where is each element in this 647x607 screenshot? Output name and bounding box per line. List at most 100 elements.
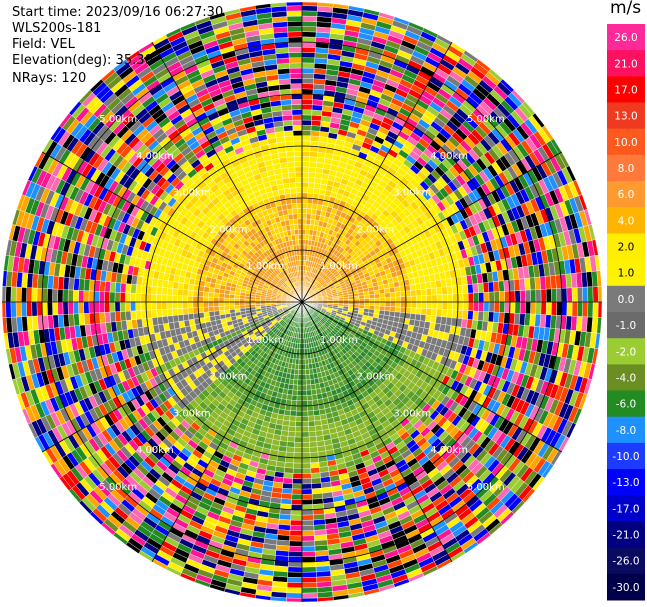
velocity-gate (293, 457, 303, 464)
velocity-sectors (1, 1, 603, 603)
velocity-gate (309, 441, 318, 448)
velocity-gate (292, 483, 303, 490)
velocity-gate (311, 493, 323, 500)
velocity-gate (468, 301, 474, 312)
velocity-gate (282, 482, 293, 490)
velocity-gate (301, 582, 318, 589)
velocity-gate (561, 287, 568, 303)
velocity-gate (301, 140, 311, 147)
velocity-gate (301, 566, 317, 573)
velocity-gate (452, 301, 459, 311)
velocity-gate (551, 288, 557, 303)
velocity-gate (313, 182, 321, 190)
velocity-gate (296, 390, 303, 396)
velocity-gate (301, 93, 314, 100)
velocity-gate (282, 477, 293, 484)
velocity-gate (292, 473, 303, 479)
velocity-gate (298, 364, 303, 370)
velocity-gate (301, 10, 318, 17)
velocity-gate (301, 525, 315, 531)
velocity-gate (426, 301, 433, 309)
velocity-gate (301, 364, 306, 370)
velocity-gate (312, 99, 324, 106)
velocity-gate (519, 301, 526, 314)
velocity-gate (420, 308, 427, 316)
velocity-gate (288, 551, 303, 557)
velocity-gate (410, 295, 417, 303)
velocity-gate (446, 309, 453, 318)
velocity-gate (462, 293, 469, 303)
velocity-gate (499, 291, 505, 303)
velocity-gate (582, 301, 589, 318)
velocity-gate (301, 421, 309, 427)
velocity-gate (304, 343, 308, 349)
velocity-gate (301, 551, 316, 557)
velocity-gate (488, 291, 495, 303)
velocity-gate (301, 234, 306, 240)
velocity-gate (566, 301, 573, 317)
velocity-gate (301, 52, 316, 59)
velocity-gate (379, 305, 386, 311)
velocity-gate (301, 78, 314, 85)
velocity-gate (308, 177, 316, 184)
velocity-gate (286, 446, 295, 453)
velocity-gate (378, 288, 385, 294)
velocity-gate (462, 301, 469, 311)
velocity-gate (291, 488, 303, 495)
velocity-gate (301, 519, 314, 526)
velocity-gate (296, 395, 303, 401)
velocity-gate (462, 284, 469, 294)
velocity-gate (301, 192, 308, 199)
velocity-gate (301, 410, 309, 417)
velocity-gate (468, 292, 474, 303)
velocity-gate (301, 182, 309, 188)
velocity-gate (295, 421, 303, 427)
velocity-gate (545, 301, 552, 316)
velocity-gate (301, 369, 306, 375)
velocity-gate (582, 286, 589, 303)
velocity-gate (301, 483, 312, 490)
velocity-gate (421, 295, 427, 303)
velocity-gate (301, 135, 311, 142)
velocity-gate (436, 308, 443, 317)
velocity-gate (301, 208, 308, 214)
velocity-gate (374, 297, 381, 303)
velocity-gate (310, 378, 316, 385)
velocity-gate (472, 310, 479, 321)
velocity-gate (301, 400, 308, 407)
velocity-gate (315, 388, 322, 395)
velocity-gate (566, 287, 573, 303)
velocity-gate (313, 188, 321, 195)
velocity-gate (519, 290, 526, 303)
velocity-gate (301, 125, 312, 131)
velocity-gate (310, 384, 317, 391)
velocity-gate (283, 409, 291, 416)
velocity-gate (442, 301, 448, 310)
velocity-gate (493, 281, 500, 293)
velocity-gate (301, 571, 317, 578)
velocity-gate (416, 295, 422, 303)
velocity-gate (301, 67, 315, 74)
velocity-gate (384, 306, 391, 312)
velocity-gate (467, 310, 474, 321)
velocity-gate (540, 301, 547, 315)
velocity-gate (301, 597, 318, 603)
velocity-gate (301, 535, 315, 542)
velocity-gate (301, 229, 306, 235)
velocity-gate (577, 301, 583, 317)
velocity-gate (514, 290, 521, 303)
velocity-gate (525, 289, 531, 303)
velocity-gate (289, 530, 303, 537)
velocity-gate (301, 151, 311, 157)
velocity-gate (288, 425, 296, 432)
velocity-gate (301, 156, 310, 162)
velocity-gate (482, 282, 490, 293)
velocity-gate (301, 166, 310, 173)
velocity-gate (301, 177, 309, 183)
velocity-gate (409, 283, 416, 291)
velocity-gate (482, 311, 490, 322)
velocity-gate (311, 482, 322, 490)
velocity-gate (400, 290, 407, 297)
velocity-gate (556, 301, 563, 316)
velocity-gate (301, 353, 306, 360)
